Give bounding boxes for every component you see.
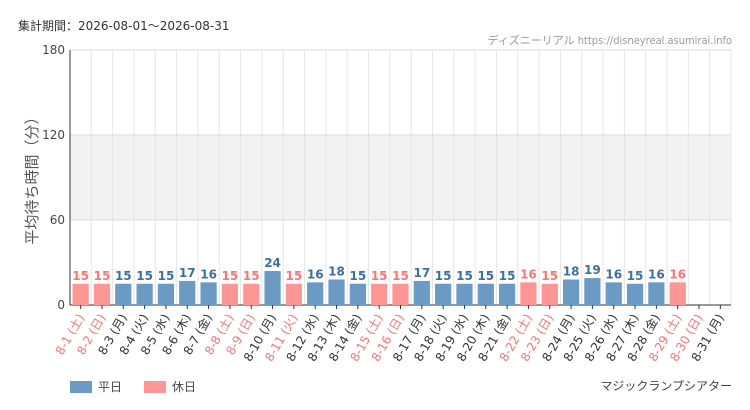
bar-8-27 (木) xyxy=(626,283,644,305)
data-label: 15 xyxy=(477,269,494,283)
bar-8-12 (水) xyxy=(307,282,324,305)
data-label: 15 xyxy=(499,269,516,283)
period-label: 集計期間：2026-08-01～2026-08-31 xyxy=(18,19,230,33)
bar-8-6 (木) xyxy=(179,280,196,305)
source-label: ディズニーリアル https://disneyreal.asumirai.inf… xyxy=(487,34,732,47)
bar-8-3 (月) xyxy=(115,283,132,305)
bar-8-19 (水) xyxy=(456,283,473,305)
legend-item-holiday: 休日 xyxy=(144,378,196,395)
data-label: 15 xyxy=(72,269,89,283)
bar-8-25 (火) xyxy=(584,278,601,305)
data-label: 15 xyxy=(371,269,388,283)
data-label: 15 xyxy=(456,269,473,283)
bar-8-16 (日) xyxy=(392,283,409,305)
bar-8-26 (水) xyxy=(605,282,622,305)
legend-swatch-holiday xyxy=(144,380,167,393)
y-tick-label: 120 xyxy=(42,128,65,142)
data-label: 16 xyxy=(200,267,217,281)
bar-8-2 (日) xyxy=(93,283,111,305)
bar-8-13 (木) xyxy=(328,279,345,305)
data-label: 15 xyxy=(136,269,153,283)
bar-8-28 (金) xyxy=(648,282,665,305)
bar-8-11 (火) xyxy=(285,283,302,305)
data-label: 24 xyxy=(264,256,281,270)
data-label: 15 xyxy=(243,269,260,283)
bar-8-5 (水) xyxy=(157,283,175,305)
legend-item-weekday: 平日 xyxy=(70,378,122,395)
bar-8-24 (月) xyxy=(562,279,580,305)
data-label: 15 xyxy=(350,269,367,283)
legend-label-holiday: 休日 xyxy=(172,380,197,394)
data-label: 15 xyxy=(435,269,452,283)
bar-8-4 (火) xyxy=(136,283,153,305)
data-label: 15 xyxy=(158,269,175,283)
legend-swatch-weekday xyxy=(70,380,92,393)
bar-8-18 (火) xyxy=(435,283,452,305)
y-tick-label: 180 xyxy=(42,43,65,57)
legend: 平日 休日 xyxy=(70,378,196,395)
data-label: 15 xyxy=(222,269,239,283)
data-label: 18 xyxy=(328,265,345,279)
data-label: 16 xyxy=(307,267,324,281)
data-label: 17 xyxy=(413,266,430,280)
attraction-name: マジックランプシアター xyxy=(600,379,732,393)
bar-8-1 (土) xyxy=(72,283,89,305)
data-label: 15 xyxy=(115,269,132,283)
bar-8-14 (金) xyxy=(349,283,366,305)
bar-8-15 (土) xyxy=(371,283,388,305)
data-label: 15 xyxy=(94,269,111,283)
y-tick-label: 60 xyxy=(50,213,65,227)
data-label: 18 xyxy=(563,265,580,279)
data-label: 16 xyxy=(520,267,537,281)
bar-8-23 (日) xyxy=(541,283,558,305)
data-label: 16 xyxy=(669,267,686,281)
data-label: 17 xyxy=(179,266,196,280)
bar-8-17 (月) xyxy=(413,280,430,305)
bar-8-7 (金) xyxy=(200,282,217,305)
bar-8-8 (土) xyxy=(221,283,239,305)
bar-8-9 (日) xyxy=(243,283,260,305)
y-axis-label: 平均待ち時間（分） xyxy=(23,109,41,244)
bar-8-10 (月) xyxy=(264,271,281,305)
bar-8-20 (木) xyxy=(477,283,494,305)
data-label: 15 xyxy=(541,269,558,283)
bar-8-21 (金) xyxy=(499,283,516,305)
data-label: 16 xyxy=(605,267,622,281)
bar-8-29 (土) xyxy=(669,282,686,305)
y-tick-label: 0 xyxy=(57,298,65,312)
data-label: 15 xyxy=(286,269,303,283)
data-label: 16 xyxy=(648,267,665,281)
legend-label-weekday: 平日 xyxy=(98,380,123,394)
data-label: 19 xyxy=(584,263,601,277)
bar-8-22 (土) xyxy=(520,282,537,305)
data-label: 15 xyxy=(392,269,409,283)
shaded-band xyxy=(70,135,731,220)
data-label: 15 xyxy=(627,269,644,283)
